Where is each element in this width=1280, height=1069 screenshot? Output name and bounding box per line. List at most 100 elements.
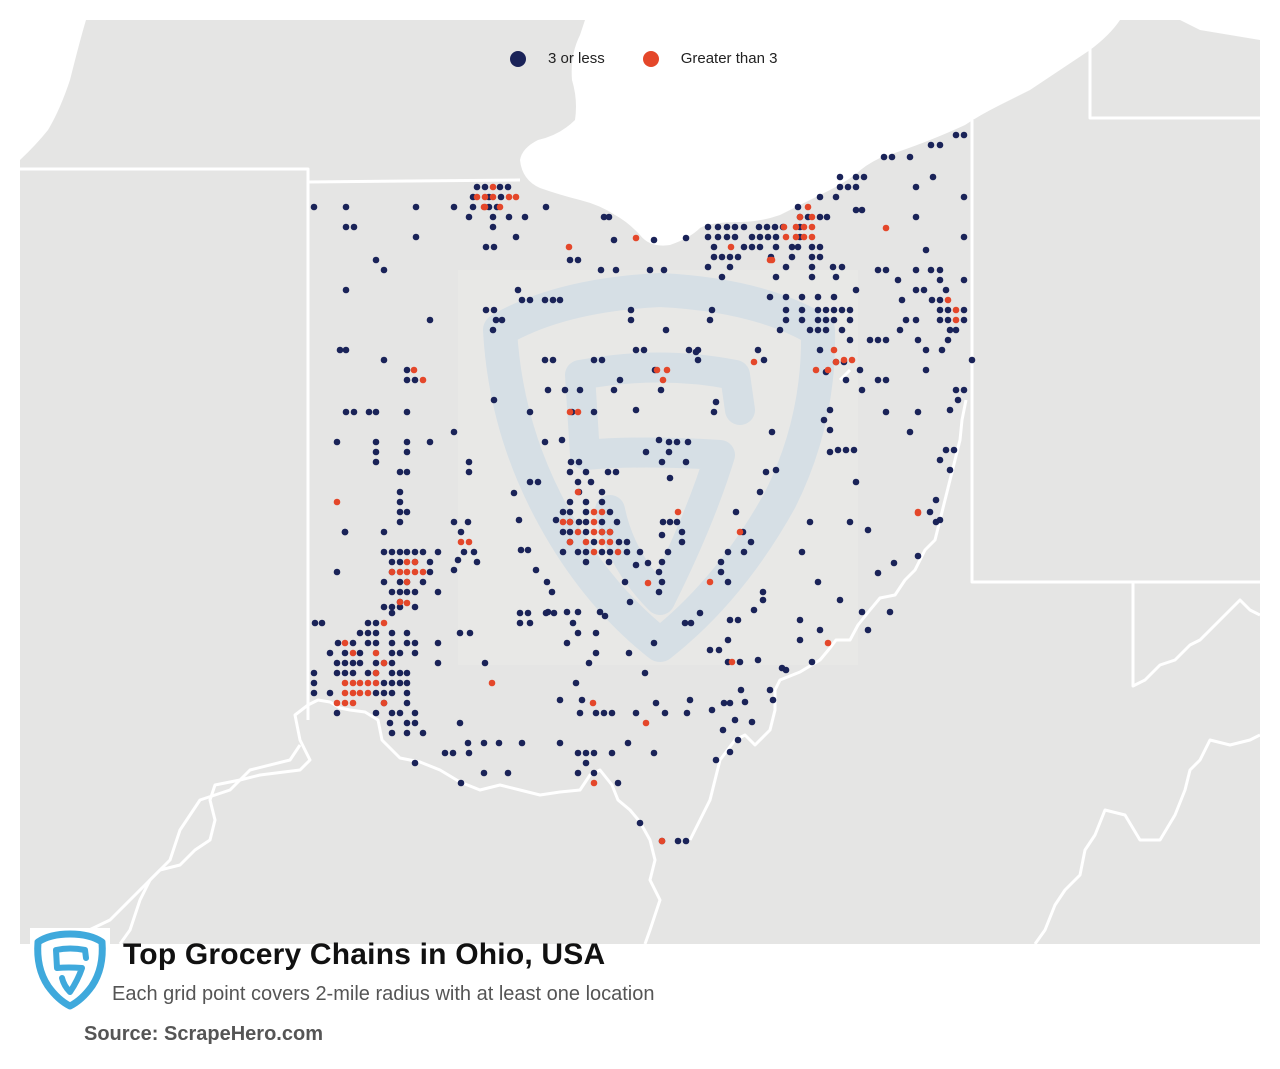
grid-point-low — [960, 193, 968, 201]
grid-point-low — [890, 559, 898, 567]
grid-point-low — [542, 203, 550, 211]
grid-point-low — [808, 243, 816, 251]
grid-point-high — [848, 356, 856, 364]
grid-point-low — [590, 356, 598, 364]
grid-point-low — [365, 408, 373, 416]
grid-point-low — [906, 428, 914, 436]
grid-point-low — [505, 213, 513, 221]
grid-point-low — [470, 548, 478, 556]
grid-point-low — [465, 468, 473, 476]
grid-point-low — [726, 263, 734, 271]
grid-point-low — [659, 518, 667, 526]
grid-point-low — [658, 531, 666, 539]
grid-point-low — [754, 656, 762, 664]
grid-point-low — [341, 649, 349, 657]
grid-point-low — [640, 346, 648, 354]
grid-point-low — [526, 408, 534, 416]
grid-point-low — [543, 578, 551, 586]
grid-point-high — [750, 358, 758, 366]
grid-point-low — [627, 316, 635, 324]
grid-point-low — [419, 729, 427, 737]
grid-point-high — [606, 528, 614, 536]
grid-point-low — [692, 348, 700, 356]
grid-point-low — [852, 206, 860, 214]
grid-point-low — [592, 649, 600, 657]
grid-point-low — [756, 243, 764, 251]
grid-point-low — [582, 759, 590, 767]
grid-point-low — [944, 316, 952, 324]
grid-point-low — [396, 498, 404, 506]
grid-point-low — [731, 223, 739, 231]
grid-point-low — [556, 696, 564, 704]
grid-point-high — [488, 679, 496, 687]
grid-point-low — [590, 769, 598, 777]
grid-point-low — [403, 548, 411, 556]
grid-point-low — [714, 223, 722, 231]
grid-point-low — [936, 316, 944, 324]
grid-point-low — [796, 616, 804, 624]
grid-point-low — [552, 516, 560, 524]
grid-point-low — [960, 316, 968, 324]
grid-point-low — [682, 458, 690, 466]
grid-point-low — [759, 596, 767, 604]
grid-point-low — [723, 233, 731, 241]
grid-point-low — [768, 428, 776, 436]
grid-point-low — [342, 203, 350, 211]
grid-point-low — [541, 356, 549, 364]
grid-point-low — [600, 213, 608, 221]
grid-point-low — [624, 739, 632, 747]
grid-point-high — [782, 233, 790, 241]
grid-point-high — [410, 366, 418, 374]
grid-point-high — [349, 699, 357, 707]
grid-point-low — [612, 468, 620, 476]
grid-point-high — [566, 538, 574, 546]
grid-point-low — [684, 438, 692, 446]
lake-erie — [520, 20, 1120, 246]
grid-point-low — [465, 213, 473, 221]
grid-point-low — [606, 548, 614, 556]
grid-point-low — [574, 608, 582, 616]
grid-point-high — [333, 498, 341, 506]
grid-point-low — [411, 719, 419, 727]
grid-point-low — [534, 478, 542, 486]
grid-point-low — [518, 296, 526, 304]
grid-point-high — [590, 548, 598, 556]
grid-point-low — [772, 273, 780, 281]
grid-point-high — [419, 568, 427, 576]
grid-point-low — [333, 669, 341, 677]
grid-point-low — [600, 709, 608, 717]
legend-dot-navy-icon — [510, 50, 526, 67]
grid-point-low — [715, 646, 723, 654]
grid-point-high — [944, 296, 952, 304]
grid-point-high — [598, 528, 606, 536]
grid-point-low — [403, 629, 411, 637]
grid-point-high — [952, 316, 960, 324]
grid-point-low — [490, 243, 498, 251]
grid-point-low — [724, 548, 732, 556]
grid-point-low — [590, 408, 598, 416]
grid-point-low — [396, 679, 404, 687]
grid-point-low — [426, 438, 434, 446]
grid-point-low — [808, 263, 816, 271]
grid-point-low — [615, 538, 623, 546]
grid-point-low — [604, 468, 612, 476]
grid-point-low — [574, 629, 582, 637]
grid-point-low — [333, 438, 341, 446]
grid-point-low — [712, 398, 720, 406]
grid-point-low — [936, 516, 944, 524]
grid-point-low — [521, 213, 529, 221]
grid-point-high — [796, 213, 804, 221]
grid-point-low — [514, 286, 522, 294]
grid-point-low — [858, 608, 866, 616]
grid-point-low — [928, 296, 936, 304]
grid-point-low — [349, 659, 357, 667]
grid-point-high — [349, 689, 357, 697]
grid-point-high — [364, 689, 372, 697]
grid-point-high — [341, 699, 349, 707]
grid-point-low — [706, 316, 714, 324]
grid-point-low — [741, 698, 749, 706]
grid-point-high — [644, 579, 652, 587]
grid-point-low — [403, 679, 411, 687]
grid-point-low — [860, 173, 868, 181]
grid-point-low — [782, 666, 790, 674]
